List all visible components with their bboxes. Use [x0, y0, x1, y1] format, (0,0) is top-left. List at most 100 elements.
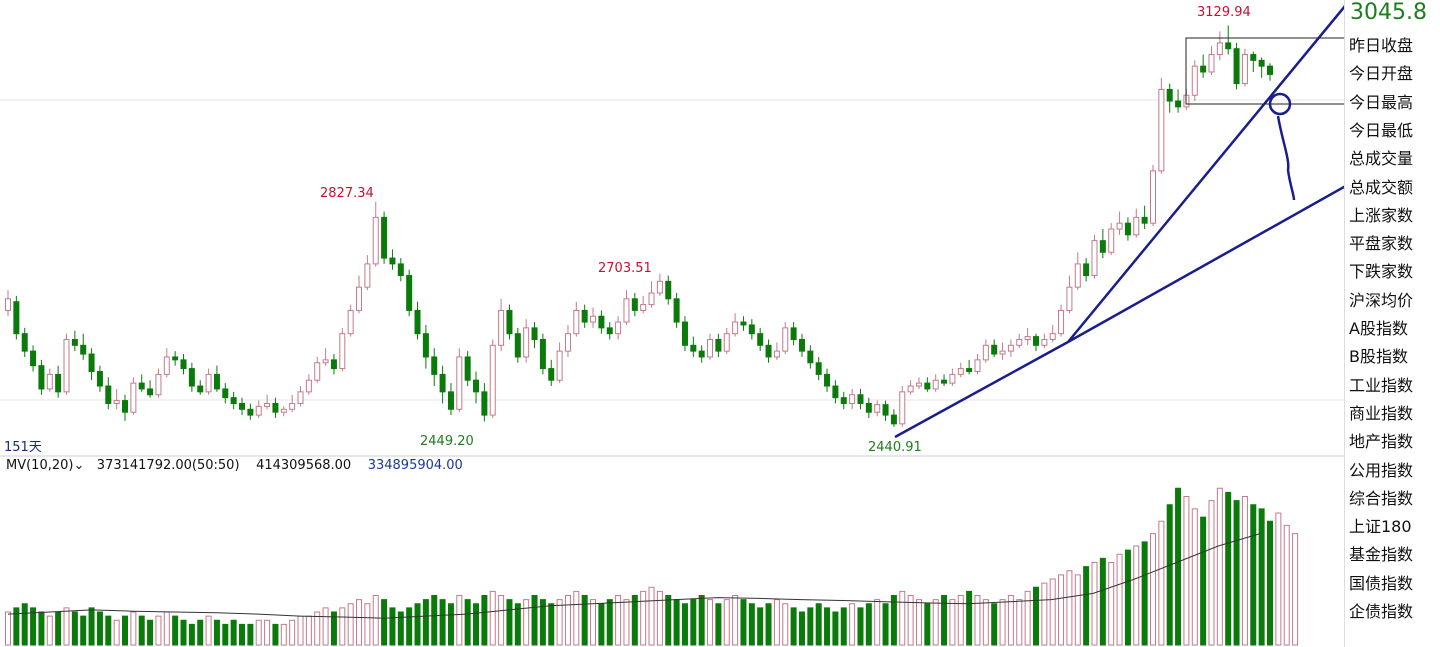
- candle-body-130: [1091, 240, 1098, 277]
- volume-bar-105: [882, 603, 889, 646]
- sidebar-item-20[interactable]: 国债指数: [1349, 573, 1414, 593]
- volume-bar-35: [297, 615, 304, 646]
- candle-body-40: [339, 333, 346, 370]
- candle-body-75: [631, 298, 638, 311]
- volume-bar-42: [356, 599, 363, 646]
- volume-bar-118: [991, 603, 998, 646]
- indicator-name[interactable]: MV(10,20): [6, 458, 74, 473]
- volume-bar-82: [690, 599, 697, 646]
- volume-bar-72: [606, 599, 613, 646]
- volume-bar-80: [673, 599, 680, 646]
- candle-body-41: [347, 309, 354, 335]
- volume-bar-92: [773, 599, 780, 646]
- volume-bar-3: [30, 607, 37, 646]
- candle-body-62: [523, 327, 530, 358]
- sidebar-item-9[interactable]: 下跌家数: [1349, 262, 1414, 282]
- volume-bar-110: [924, 603, 931, 646]
- volume-bar-28: [239, 623, 246, 646]
- candle-body-90: [757, 333, 764, 346]
- candle-body-65: [548, 368, 555, 381]
- candle-body-148: [1241, 54, 1248, 85]
- candle-body-48: [406, 275, 413, 311]
- candle-body-151: [1267, 65, 1273, 75]
- sidebar-item-6[interactable]: 总成交额: [1349, 177, 1414, 197]
- candle-body-18: [155, 373, 162, 396]
- sidebar-item-18[interactable]: 上证180: [1349, 517, 1412, 537]
- sidebar-item-1[interactable]: 昨日收盘: [1349, 36, 1414, 55]
- sidebar-item-19[interactable]: 基金指数: [1349, 545, 1414, 565]
- sidebar-item-4[interactable]: 今日最低: [1349, 120, 1414, 140]
- current-price: 3045.8: [1350, 0, 1427, 25]
- sidebar-item-7[interactable]: 上涨家数: [1349, 205, 1414, 225]
- volume-bar-24: [205, 615, 212, 646]
- candle-body-59: [498, 309, 505, 346]
- volume-bar-148: [1241, 496, 1248, 646]
- candle-body-3: [30, 350, 37, 367]
- candle-body-137: [1149, 170, 1156, 224]
- sidebar-item-3[interactable]: 今日最高: [1349, 92, 1414, 112]
- volume-bar-55: [464, 599, 471, 646]
- candle-body-101: [849, 394, 856, 404]
- volume-bar-65: [548, 603, 555, 646]
- candle-body-49: [414, 309, 421, 335]
- volume-bar-14: [122, 615, 129, 646]
- volume-bar-151: [1267, 520, 1273, 646]
- candle-body-68: [573, 309, 580, 335]
- volume-bar-124: [1041, 582, 1048, 646]
- sidebar-item-14[interactable]: 商业指数: [1349, 403, 1414, 423]
- sidebar-item-8[interactable]: 平盘家数: [1349, 234, 1414, 254]
- candle-body-11: [96, 370, 103, 387]
- volume-bar-52: [439, 599, 446, 646]
- chevron-down-icon[interactable]: ⌄: [73, 458, 85, 473]
- candle-body-37: [314, 362, 321, 381]
- candle-body-20: [172, 356, 179, 361]
- candle-body-99: [832, 385, 839, 399]
- candle-body-52: [439, 373, 446, 393]
- volume-bar-81: [681, 603, 688, 646]
- volume-bar-109: [915, 599, 922, 646]
- candle-body-94: [790, 327, 797, 340]
- volume-bar-33: [280, 623, 287, 646]
- ma20-value: 334895904.00: [367, 458, 463, 473]
- candle-body-134: [1124, 222, 1131, 236]
- sidebar-item-11[interactable]: A股指数: [1349, 319, 1408, 338]
- candle-body-16: [138, 382, 145, 390]
- candle-body-105: [882, 404, 889, 416]
- volume-bar-138: [1158, 520, 1165, 646]
- candle-body-108: [907, 385, 914, 393]
- candle-body-136: [1141, 216, 1148, 224]
- volume-bar-64: [539, 599, 546, 646]
- volume-bar-112: [941, 595, 948, 646]
- volume-bar-32: [272, 623, 279, 646]
- sidebar-item-16[interactable]: 公用指数: [1349, 460, 1414, 480]
- sidebar-item-17[interactable]: 综合指数: [1349, 488, 1414, 508]
- sidebar-item-2[interactable]: 今日开盘: [1349, 64, 1414, 84]
- candle-body-149: [1250, 54, 1257, 61]
- candle-body-0: [5, 298, 11, 311]
- candle-body-113: [949, 373, 956, 384]
- sidebar-item-10[interactable]: 沪深均价: [1349, 290, 1414, 310]
- candle-body-29: [247, 408, 254, 416]
- volume-bar-17: [147, 619, 154, 646]
- candle-body-119: [999, 350, 1006, 355]
- volume-bar-54: [456, 595, 463, 646]
- candle-body-32: [272, 402, 279, 413]
- sidebar-item-21[interactable]: 企债指数: [1349, 602, 1414, 621]
- volume-bar-70: [590, 599, 597, 646]
- volume-bar-90: [757, 607, 764, 646]
- volume-bar-78: [656, 590, 663, 646]
- sidebar-item-15[interactable]: 地产指数: [1349, 432, 1414, 452]
- candle-body-7: [63, 339, 70, 393]
- candle-body-125: [1049, 333, 1056, 340]
- volume-bar-36: [305, 615, 312, 646]
- sidebar-item-5[interactable]: 总成交量: [1349, 149, 1414, 169]
- candle-body-43: [364, 263, 371, 288]
- candle-body-112: [941, 379, 948, 384]
- volume-bar-30: [255, 619, 262, 646]
- candle-body-83: [698, 350, 705, 358]
- sidebar-item-12[interactable]: B股指数: [1349, 347, 1408, 367]
- volume-bar-100: [840, 607, 847, 646]
- candle-body-124: [1041, 339, 1048, 346]
- volume-bar-34: [289, 619, 296, 646]
- sidebar-item-13[interactable]: 工业指数: [1349, 375, 1414, 395]
